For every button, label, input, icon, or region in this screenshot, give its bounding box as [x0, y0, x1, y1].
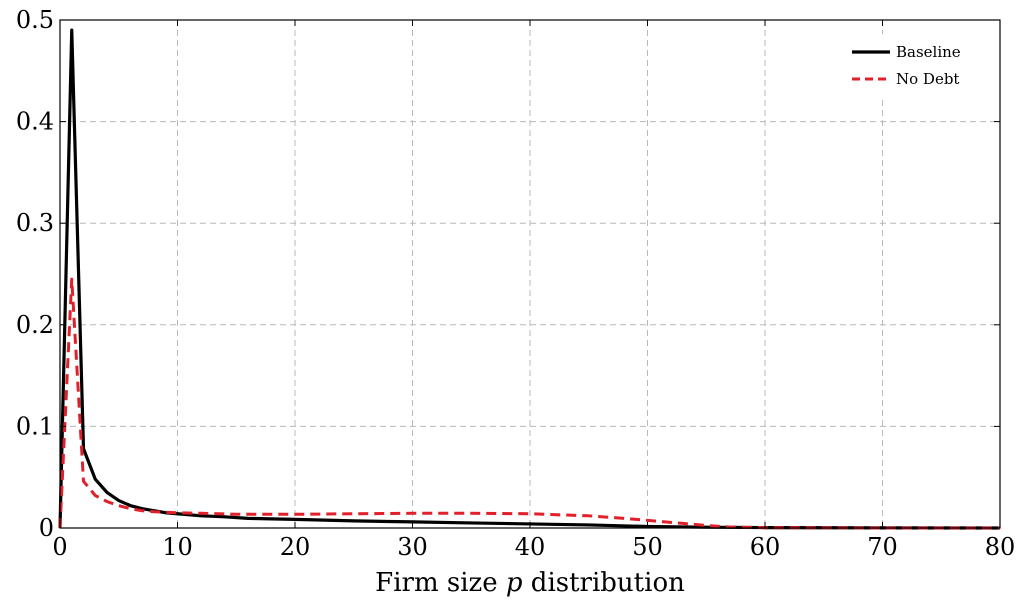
- axis-ticks: [59, 19, 1001, 529]
- grid-lines: [60, 20, 1000, 528]
- series-line-no-debt: [58, 277, 1000, 530]
- y-tick-label: 0.4: [16, 108, 54, 136]
- legend-label-no-debt: No Debt: [896, 70, 959, 88]
- series-lines: [58, 28, 1001, 530]
- x-tick-label: 10: [162, 533, 193, 561]
- legend-box: [836, 34, 988, 96]
- x-tick-label: 50: [632, 533, 663, 561]
- x-tick-label: 70: [867, 533, 898, 561]
- y-tick-label: 0: [39, 514, 54, 542]
- y-tick-label: 0.1: [16, 412, 54, 440]
- x-tick-label: 20: [280, 533, 311, 561]
- x-tick-label: 0: [52, 533, 67, 561]
- y-tick-label: 0.3: [16, 209, 54, 237]
- y-tick-labels: 0 0.1 0.2 0.3 0.4 0.5: [16, 6, 54, 542]
- series-line-baseline: [58, 28, 1001, 530]
- legend-label-baseline: Baseline: [896, 43, 961, 61]
- y-tick-label: 0.5: [16, 6, 54, 34]
- x-axis-label: Firm size p distribution: [375, 568, 685, 598]
- legend: Baseline No Debt: [836, 34, 988, 96]
- x-tick-label: 80: [985, 533, 1016, 561]
- x-tick-label: 30: [397, 533, 428, 561]
- x-tick-labels: 0 10 20 30 40 50 60 70 80: [52, 533, 1015, 561]
- x-tick-label: 40: [515, 533, 546, 561]
- x-tick-label: 60: [750, 533, 781, 561]
- y-tick-label: 0.2: [16, 311, 54, 339]
